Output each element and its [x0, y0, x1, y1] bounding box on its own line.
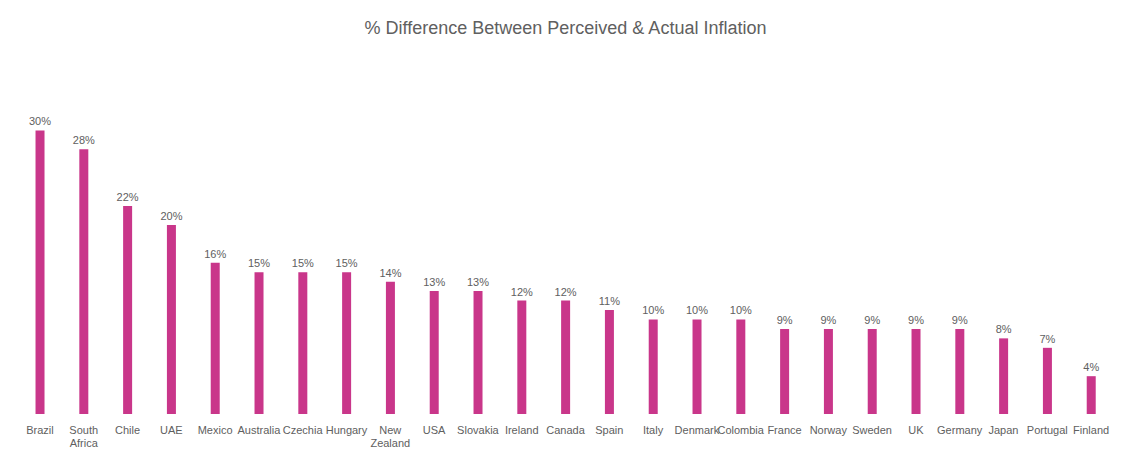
svg-text:UK: UK [908, 424, 924, 436]
svg-text:Brazil: Brazil [26, 424, 54, 436]
svg-text:Italy: Italy [643, 424, 664, 436]
svg-text:9%: 9% [820, 314, 836, 326]
svg-text:Finland: Finland [1073, 424, 1109, 436]
svg-text:16%: 16% [204, 248, 226, 260]
svg-text:Australia: Australia [238, 424, 282, 436]
svg-text:Czechia: Czechia [283, 424, 324, 436]
svg-text:15%: 15% [248, 257, 270, 269]
svg-text:SouthAfrica: SouthAfrica [69, 424, 98, 449]
svg-text:Germany: Germany [937, 424, 983, 436]
svg-text:28%: 28% [73, 134, 95, 146]
svg-text:9%: 9% [952, 314, 968, 326]
svg-text:9%: 9% [908, 314, 924, 326]
svg-text:11%: 11% [599, 295, 620, 307]
svg-text:Canada: Canada [546, 424, 585, 436]
svg-text:8%: 8% [996, 323, 1012, 335]
svg-text:Sweden: Sweden [852, 424, 892, 436]
svg-text:20%: 20% [160, 210, 182, 222]
svg-text:UAE: UAE [160, 424, 183, 436]
svg-text:Hungary: Hungary [326, 424, 368, 436]
svg-text:13%: 13% [467, 276, 489, 288]
svg-text:USA: USA [423, 424, 446, 436]
svg-text:15%: 15% [336, 257, 358, 269]
svg-text:14%: 14% [379, 267, 401, 279]
svg-text:Spain: Spain [595, 424, 623, 436]
svg-text:Japan: Japan [989, 424, 1019, 436]
svg-text:4%: 4% [1083, 361, 1099, 373]
svg-text:Norway: Norway [810, 424, 848, 436]
svg-text:10%: 10% [686, 304, 708, 316]
svg-text:10%: 10% [730, 304, 752, 316]
svg-text:France: France [767, 424, 801, 436]
svg-text:Portugal: Portugal [1027, 424, 1068, 436]
svg-text:9%: 9% [864, 314, 880, 326]
svg-text:Slovakia: Slovakia [457, 424, 499, 436]
html-text:% Difference Between Perceived: % Difference Between Perceived & Actual … [364, 18, 767, 38]
svg-text:7%: 7% [1039, 333, 1055, 345]
svg-text:Mexico: Mexico [198, 424, 233, 436]
svg-text:22%: 22% [117, 191, 139, 203]
svg-text:Ireland: Ireland [505, 424, 539, 436]
svg-text:12%: 12% [511, 286, 533, 298]
svg-text:Denmark: Denmark [675, 424, 720, 436]
svg-text:Chile: Chile [115, 424, 140, 436]
svg-text:13%: 13% [423, 276, 445, 288]
svg-text:12%: 12% [555, 286, 577, 298]
svg-text:15%: 15% [292, 257, 314, 269]
svg-text:NewZealand: NewZealand [370, 424, 410, 449]
svg-text:30%: 30% [29, 115, 51, 127]
svg-text:10%: 10% [642, 304, 664, 316]
svg-text:9%: 9% [777, 314, 793, 326]
svg-text:Colombia: Colombia [717, 424, 764, 436]
